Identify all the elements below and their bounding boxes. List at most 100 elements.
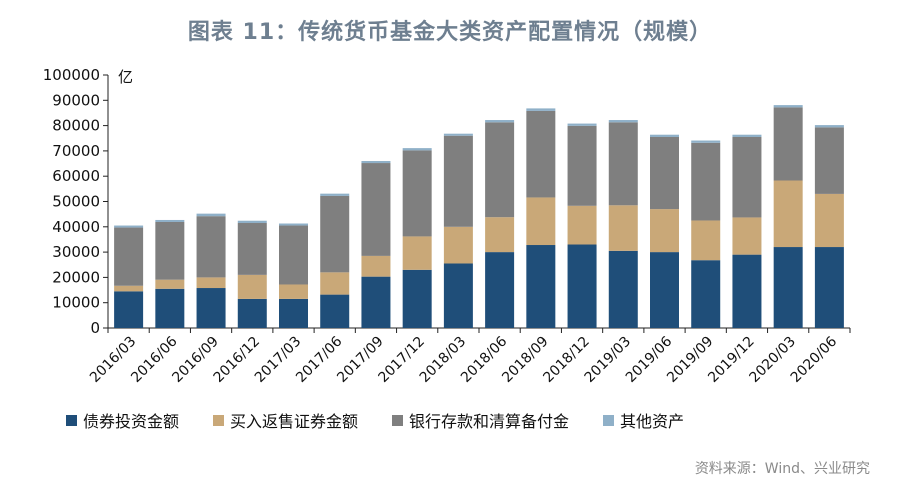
bar-segment — [567, 125, 597, 206]
bar-segment — [773, 180, 803, 248]
bar-segment — [114, 285, 144, 292]
y-axis-unit: 亿 — [118, 68, 134, 86]
bar-segment — [732, 136, 762, 218]
bar-segment — [773, 247, 803, 328]
bar-segment — [155, 288, 185, 328]
bar-segment — [279, 298, 308, 328]
legend-item: 银行存款和清算备付金 — [392, 408, 569, 432]
bar-segment — [691, 220, 721, 261]
y-tick-label: 40000 — [52, 218, 100, 236]
y-tick-label: 50000 — [52, 193, 100, 211]
bar-segment — [114, 227, 144, 286]
legend-label: 其他资产 — [620, 412, 685, 431]
bar-segment — [237, 223, 267, 275]
bar-segment — [237, 220, 267, 224]
bar-segment — [443, 226, 473, 264]
bar-segment — [443, 263, 473, 328]
bar-segment — [196, 216, 226, 278]
bar-segment — [814, 127, 844, 194]
y-tick-label: 10000 — [52, 294, 100, 312]
bar-segment — [114, 225, 144, 228]
bar-segment — [608, 205, 638, 251]
bar-segment — [691, 260, 721, 328]
bar-segment — [196, 288, 226, 328]
legend-label: 债券投资金额 — [83, 412, 180, 431]
bar-segment — [279, 223, 308, 226]
y-tick-label: 20000 — [52, 268, 100, 286]
bar-segment — [732, 134, 762, 137]
bar-segment — [732, 217, 762, 255]
legend-swatch — [213, 414, 225, 426]
bar-segment — [608, 250, 638, 328]
bar-segment — [814, 247, 844, 328]
bar-segment — [773, 107, 803, 181]
bar-segment — [526, 245, 556, 328]
bar-segment — [402, 150, 432, 237]
bar-segment — [526, 197, 556, 246]
bar-segment — [155, 219, 185, 222]
bar-segment — [196, 277, 226, 289]
y-tick-label: 100000 — [43, 66, 100, 84]
legend-item: 债券投资金额 — [66, 408, 179, 432]
bar-segment — [608, 122, 638, 206]
bar-segment — [237, 298, 267, 328]
legend-label: 银行存款和清算备付金 — [409, 412, 570, 431]
legend-swatch — [66, 414, 77, 426]
bar-segment — [361, 161, 391, 164]
bar-segment — [155, 279, 185, 289]
bar-segment — [526, 110, 556, 198]
bar-segment — [402, 148, 432, 151]
bar-segment — [402, 236, 432, 270]
bar-segment — [814, 125, 844, 128]
bar-segment — [773, 105, 803, 108]
y-tick-label: 90000 — [52, 91, 100, 109]
bar-segment — [485, 252, 515, 328]
bar-segment — [279, 284, 308, 299]
bar-segment — [402, 269, 432, 328]
legend-swatch — [603, 414, 615, 426]
source-note: 资料来源：Wind、兴业研究 — [694, 461, 870, 477]
bar-segment — [320, 272, 350, 295]
bar-segment — [650, 252, 679, 328]
bar-segment — [279, 225, 308, 285]
bar-segment — [485, 120, 515, 123]
y-tick-label: 60000 — [52, 167, 100, 185]
bar-segment — [526, 108, 556, 111]
bar-segment — [155, 221, 185, 280]
y-tick-label: 80000 — [52, 117, 100, 135]
bar-segment — [691, 140, 721, 143]
bar-segment — [608, 120, 638, 123]
bar-segment — [567, 244, 597, 328]
bar-segment — [443, 135, 473, 227]
bar-segment — [361, 163, 391, 256]
x-tick-label: 2020/06 — [788, 333, 841, 386]
bar-segment — [485, 217, 515, 253]
bar-segment — [650, 136, 679, 210]
bar-segment — [567, 205, 597, 245]
bar-segment — [361, 255, 391, 277]
bar-segment — [320, 195, 350, 273]
bar-segment — [567, 123, 597, 126]
bar-segment — [237, 274, 267, 299]
bar-segment — [320, 294, 350, 328]
y-tick-label: 70000 — [52, 142, 100, 160]
bar-segment — [114, 291, 144, 328]
bar-segment — [691, 142, 721, 221]
y-tick-label: 30000 — [52, 243, 100, 261]
y-tick-label: 0 — [90, 319, 100, 337]
bar-segment — [196, 213, 226, 217]
bar-segment — [443, 133, 473, 136]
legend-swatch — [392, 414, 404, 426]
legend: 债券投资金额 买入返售证券金额 银行存款和清算备付金 其他资产 — [66, 408, 866, 432]
bar-segment — [814, 193, 844, 248]
chart-title: 图表 11：传统货币基金大类资产配置情况（规模） — [187, 20, 713, 45]
bar-segment — [361, 276, 391, 328]
legend-label: 买入返售证券金额 — [230, 412, 359, 431]
bar-segment — [485, 122, 515, 218]
bar-segment — [650, 209, 679, 253]
legend-item: 买入返售证券金额 — [213, 408, 358, 432]
bar-segment — [732, 254, 762, 328]
legend-item: 其他资产 — [603, 408, 684, 432]
bar-segment — [320, 193, 350, 196]
